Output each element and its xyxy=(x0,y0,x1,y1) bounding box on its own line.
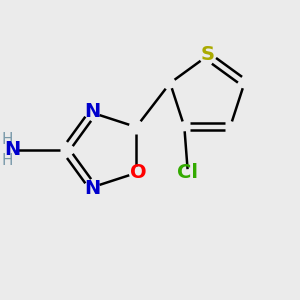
Text: N: N xyxy=(4,140,20,159)
Text: H: H xyxy=(1,153,13,168)
Text: Cl: Cl xyxy=(177,164,198,182)
Text: H: H xyxy=(1,132,13,147)
Text: N: N xyxy=(84,179,101,198)
Text: O: O xyxy=(130,164,146,182)
Text: N: N xyxy=(84,102,101,121)
Text: S: S xyxy=(200,45,214,64)
